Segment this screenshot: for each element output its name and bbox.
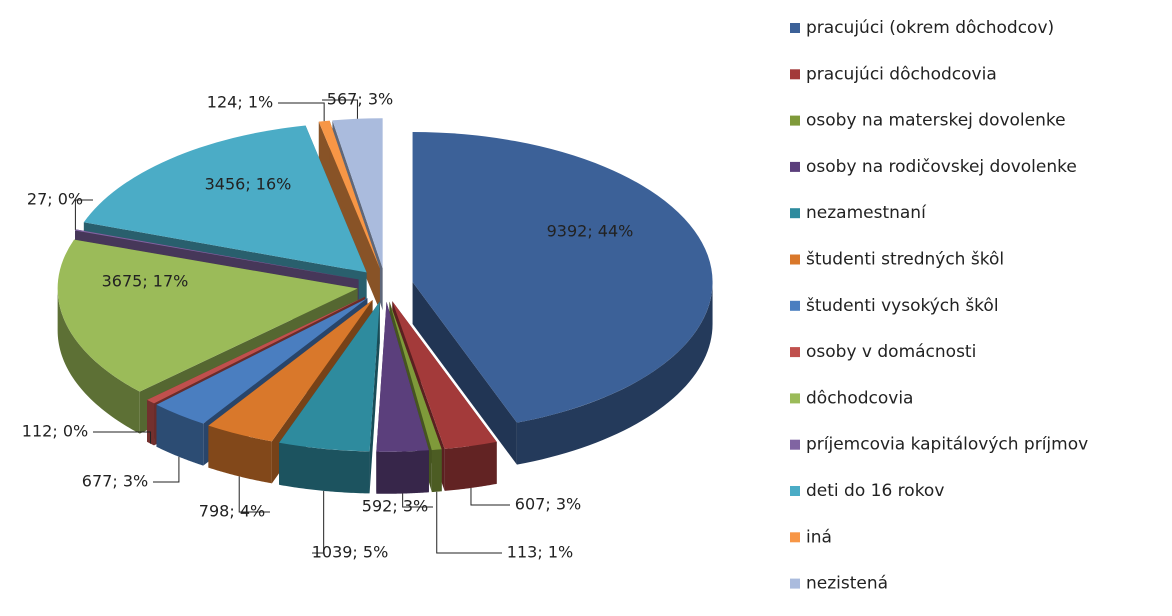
data-label: 124; 1% [207, 93, 273, 112]
leader-line [238, 476, 270, 513]
slice-side [279, 442, 370, 494]
slice-side [431, 449, 442, 493]
slice-side [516, 282, 713, 465]
slice-wall [369, 301, 380, 494]
legend-swatch [790, 393, 800, 404]
slice-side [208, 425, 272, 484]
leader-line [322, 99, 358, 119]
slice-top [208, 300, 373, 442]
legend-label: pracujúci (okrem dôchodcov) [806, 18, 1054, 38]
legend-swatch [790, 69, 800, 80]
legend-swatch [790, 439, 800, 450]
slice-top [57, 239, 358, 392]
slice [279, 301, 380, 494]
slice [412, 132, 713, 465]
legend-swatch [790, 254, 800, 265]
slice-top [376, 301, 429, 452]
slice-side [156, 404, 204, 466]
slice-side [444, 441, 497, 491]
legend-label: osoby na rodičovskej dovolenke [806, 157, 1077, 177]
legend-label: deti do 16 rokov [806, 481, 944, 501]
legend-label: študenti stredných škôl [806, 250, 1004, 270]
data-label: 113; 1% [507, 543, 573, 562]
slice-top [332, 118, 383, 269]
legend-label: osoby v domácnosti [806, 342, 976, 362]
slice-top [392, 301, 497, 449]
legend-swatch [790, 578, 800, 589]
slice-side [57, 288, 140, 434]
slice-wall [412, 282, 517, 465]
leader-line [74, 199, 93, 230]
legend-label: dôchodcovia [806, 388, 913, 408]
data-label: 798; 4% [199, 502, 265, 521]
slice [376, 301, 429, 494]
leader-line [278, 102, 325, 122]
legend-label: nezistená [806, 574, 888, 594]
slice-top [318, 120, 380, 269]
slice-top [147, 296, 365, 404]
legend-swatch [790, 161, 800, 172]
data-label: 9392; 44% [547, 222, 634, 241]
legend-swatch [790, 347, 800, 358]
data-label: 27; 0% [27, 190, 83, 209]
leader-line [436, 491, 502, 554]
legend-label: študenti vysokých škôl [806, 296, 999, 316]
data-label: 607; 3% [515, 495, 581, 514]
data-label: 3675; 17% [102, 272, 189, 291]
legend-swatch [790, 532, 800, 543]
legend-label: iná [806, 527, 832, 547]
leader-line [470, 487, 510, 506]
slice-top [156, 298, 368, 424]
legend-label: nezamestnaní [806, 203, 927, 223]
legend-swatch [790, 23, 800, 33]
slice-top [75, 229, 359, 280]
legend-label: príjemcovia kapitálových príjmov [806, 435, 1088, 455]
leader-line [153, 456, 180, 483]
data-label: 3456; 16% [205, 175, 292, 194]
leader-line [93, 431, 152, 444]
legend-swatch [790, 115, 800, 126]
legend-swatch [790, 486, 800, 496]
slice-top [83, 125, 367, 273]
slice-side [147, 399, 155, 446]
data-label: 677; 3% [82, 472, 148, 491]
data-label: 592; 3% [362, 497, 428, 516]
slice-top [279, 301, 380, 452]
slice-side [376, 450, 429, 494]
legend-swatch [790, 208, 800, 219]
leader-line [312, 490, 325, 554]
slice-top [412, 132, 713, 423]
data-label: 567; 3% [327, 90, 393, 109]
legend-label: pracujúci dôchodcovia [806, 64, 997, 84]
data-label: 1039; 5% [312, 543, 389, 562]
legend-swatch [790, 300, 800, 311]
legend-label: osoby na materskej dovolenke [806, 111, 1066, 131]
leader-line [402, 493, 433, 508]
slice [318, 120, 380, 311]
data-label: 112; 0% [22, 422, 88, 441]
slice-top [389, 301, 442, 451]
